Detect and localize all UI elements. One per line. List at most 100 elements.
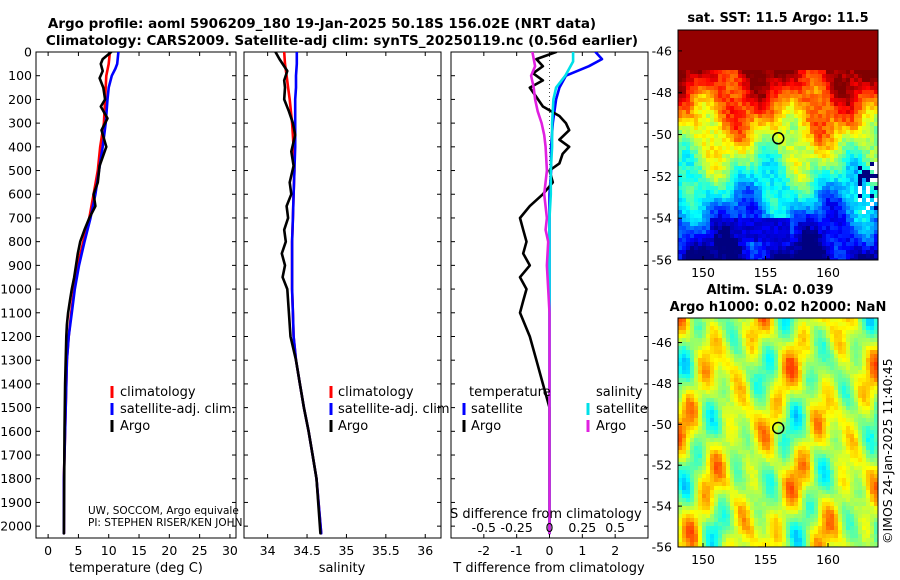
sla-cell [786,322,791,327]
sst-cell [742,142,747,147]
sst-cell [730,46,735,51]
sla-cell [774,362,779,367]
sst-cell [678,170,683,175]
sla-cell [866,374,871,379]
sst-cell [690,254,695,259]
sst-cell [798,158,803,163]
sla-cell [746,326,751,331]
sst-cell [810,146,815,151]
sst-cell [854,194,859,199]
sst-cell [702,70,707,75]
sst-cell [814,70,819,75]
sst-cell [834,86,839,91]
sst-cell [866,54,871,59]
sst-cell [806,86,811,91]
sst-cell [862,254,867,259]
sst-cell [710,46,715,51]
sst-cell [806,238,811,243]
sst-cell [854,242,859,247]
sst-cell [746,182,751,187]
sst-cell [822,182,827,187]
sst-cell [706,134,711,139]
sst-cell [698,66,703,71]
sst-cell [798,218,803,223]
sst-cell [846,138,851,143]
sst-cell [706,238,711,243]
sst-cell [722,30,727,35]
sla-cell [810,458,815,463]
sst-cell [814,214,819,219]
sst-cell [782,198,787,203]
sst-cell [694,94,699,99]
sst-cell [722,178,727,183]
sla-cell [734,370,739,375]
sla-cell [738,450,743,455]
sst-cell [750,90,755,95]
sla-cell [758,446,763,451]
sla-cell [702,418,707,423]
sst-cell [798,98,803,103]
sst-cell [814,122,819,127]
sst-cell [750,214,755,219]
sst-cell [782,38,787,43]
sla-cell [778,450,783,455]
sst-cell [810,70,815,75]
sla-cell [734,318,739,323]
sst-cell [838,106,843,111]
sst-cell [710,54,715,59]
sst-cell [786,130,791,135]
sla-cell [858,458,863,463]
sst-cell [874,154,878,159]
sst-cell [710,234,715,239]
sla-cell [782,402,787,407]
sst-cell [698,154,703,159]
sst-cell [822,250,827,255]
sla-cell [706,450,711,455]
sla-cell [782,318,787,323]
sst-cell [706,170,711,175]
sst-cell [798,134,803,139]
sst-cell [722,90,727,95]
sla-cell [742,374,747,379]
sst-cell [722,66,727,71]
sla-cell [814,430,819,435]
sst-cell [738,226,743,231]
sst-cell [750,178,755,183]
sst-cell [734,98,739,103]
sst-cell [862,46,867,51]
sst-cell [874,234,878,239]
sst-cell [758,198,763,203]
sst-cell [854,34,859,39]
sst-cell [710,186,715,191]
sst-cell [770,70,775,75]
sla-cell [854,338,859,343]
sst-cell [770,246,775,251]
sla-cell [758,354,763,359]
sst-cell [870,62,875,67]
sst-cell [766,198,771,203]
sla-cell [782,434,787,439]
sst-cell [710,218,715,223]
sla-cell [846,366,851,371]
sst-cell [830,150,835,155]
sst-cell [690,66,695,71]
sla-cell [694,462,699,467]
sst-cell [762,130,767,135]
sla-cell [838,422,843,427]
sla-cell [838,386,843,391]
sst-cell [742,170,747,175]
sst-cell [818,250,823,255]
sst-cell [774,234,779,239]
sst-cell [718,138,723,143]
sst-cell [710,130,715,135]
sla-cell [842,442,847,447]
sla-cell [738,454,743,459]
sla-cell [726,450,731,455]
sla-cell [754,410,759,415]
sla-cell [858,438,863,443]
sst-cell [870,142,875,147]
sst-cell [710,162,715,167]
sla-cell [698,326,703,331]
sst-cell [718,118,723,123]
sst-cell [850,146,855,151]
